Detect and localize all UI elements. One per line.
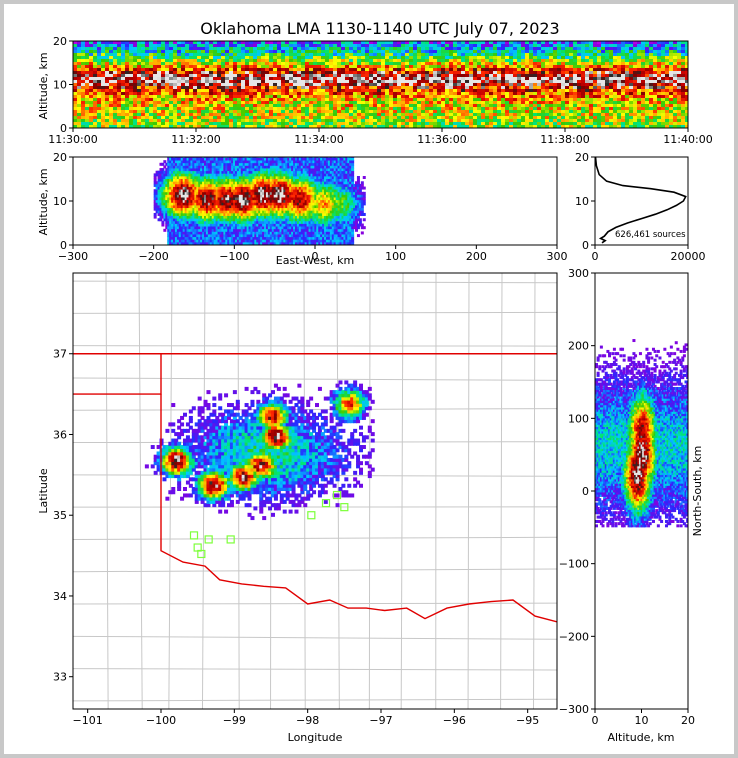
altitude-xlabel: Altitude, km <box>607 731 674 744</box>
figure-title: Oklahoma LMA 1130-1140 UTC July 07, 2023 <box>200 19 559 38</box>
east-west-tick-label: −300 <box>58 250 88 263</box>
altitude-tick-label: 10 <box>635 714 649 727</box>
longitude-tick-label: −97 <box>369 714 392 727</box>
lma-station-marker <box>321 499 331 508</box>
latitude-tick-label: 34 <box>53 590 67 603</box>
altitude-histogram-line <box>595 157 687 244</box>
altitude-tick-label: 20 <box>681 714 695 727</box>
altitude-tick-label: 10 <box>53 79 67 92</box>
plan-view-frame <box>72 272 558 710</box>
axes-layer: 11:30:00 11:32:00 11:34:00 11:36:00 11:38:00… <box>48 35 712 727</box>
east-west-tick-label: 100 <box>385 250 406 263</box>
altitude-tick-label: 0 <box>60 239 67 252</box>
lma-station-marker <box>189 531 199 540</box>
altitude-tick-label: 20 <box>575 151 589 164</box>
east-west-xlabel: East-West, km <box>276 254 354 267</box>
north-south-tick-label: −300 <box>559 703 589 716</box>
plan-view-panel <box>73 273 557 709</box>
sources-count-label: 626,461 sources <box>615 230 686 240</box>
east-west-tick-label: −100 <box>219 250 249 263</box>
east-west-panel <box>73 157 557 245</box>
longitude-tick-label: −98 <box>296 714 319 727</box>
time-altitude-ylabel: Altitude, km <box>37 52 50 119</box>
longitude-xlabel: Longitude <box>288 731 343 744</box>
longitude-tick-label: −100 <box>146 714 176 727</box>
red-river-boundary <box>160 394 557 623</box>
east-west-tick-label: 200 <box>466 250 487 263</box>
longitude-tick-label: −96 <box>443 714 466 727</box>
north-south-tick-label: 200 <box>568 340 589 353</box>
east-west-tick-label: 0 <box>312 250 319 263</box>
lma-station-marker <box>204 535 213 544</box>
east-west-ylabel: Altitude, km <box>37 168 50 235</box>
altitude-tick-label: 0 <box>592 714 599 727</box>
altitude-tick-label: 10 <box>53 195 67 208</box>
altitude-tick-label: 0 <box>582 239 589 252</box>
latitude-tick-label: 33 <box>53 671 67 684</box>
lma-station-marker <box>226 535 235 544</box>
north-south-tick-label: 100 <box>568 412 589 425</box>
time-tick-label: 11:32:00 <box>171 133 220 146</box>
longitude-tick-label: −95 <box>516 714 539 727</box>
time-tick-label: 11:34:00 <box>294 133 343 146</box>
figure-frame: Oklahoma LMA 1130-1140 UTC July 07, 2023… <box>4 4 734 754</box>
altitude-tick-label: 20 <box>53 151 67 164</box>
altitude-tick-label: 10 <box>575 195 589 208</box>
longitude-tick-label: −101 <box>73 714 103 727</box>
latitude-tick-label: 35 <box>53 509 67 522</box>
latitude-tick-label: 36 <box>53 428 67 441</box>
east-west-tick-label: 300 <box>547 250 568 263</box>
histogram-panel <box>595 157 687 244</box>
altitude-tick-label: 20 <box>53 35 67 48</box>
altitude-tick-label: 0 <box>60 122 67 135</box>
north-south-tick-label: −100 <box>559 558 589 571</box>
time-tick-label: 11:40:00 <box>663 133 712 146</box>
count-tick-label: 20000 <box>671 250 706 263</box>
time-tick-label: 11:36:00 <box>417 133 466 146</box>
time-altitude-panel <box>73 41 688 128</box>
latitude-ylabel: Latitude <box>37 468 50 514</box>
east-west-tick-label: −200 <box>139 250 169 263</box>
north-south-tick-label: 300 <box>568 267 589 280</box>
longitude-tick-label: −99 <box>223 714 246 727</box>
count-tick-label: 0 <box>592 250 599 263</box>
north-south-ylabel: North-South, km <box>691 446 704 537</box>
time-tick-label: 11:38:00 <box>540 133 589 146</box>
north-south-tick-label: 0 <box>582 485 589 498</box>
panhandle-boundary <box>73 353 162 395</box>
north-south-panel <box>595 339 688 528</box>
lma-figure: Oklahoma LMA 1130-1140 UTC July 07, 2023… <box>37 19 713 744</box>
lma-station-marker <box>307 511 316 520</box>
lma-station-marker <box>332 490 342 500</box>
lma-station-marker <box>340 503 349 512</box>
time-tick-label: 11:30:00 <box>48 133 97 146</box>
latitude-tick-label: 37 <box>53 348 67 361</box>
lma-station-marker <box>197 549 206 559</box>
north-south-tick-label: −200 <box>559 630 589 643</box>
